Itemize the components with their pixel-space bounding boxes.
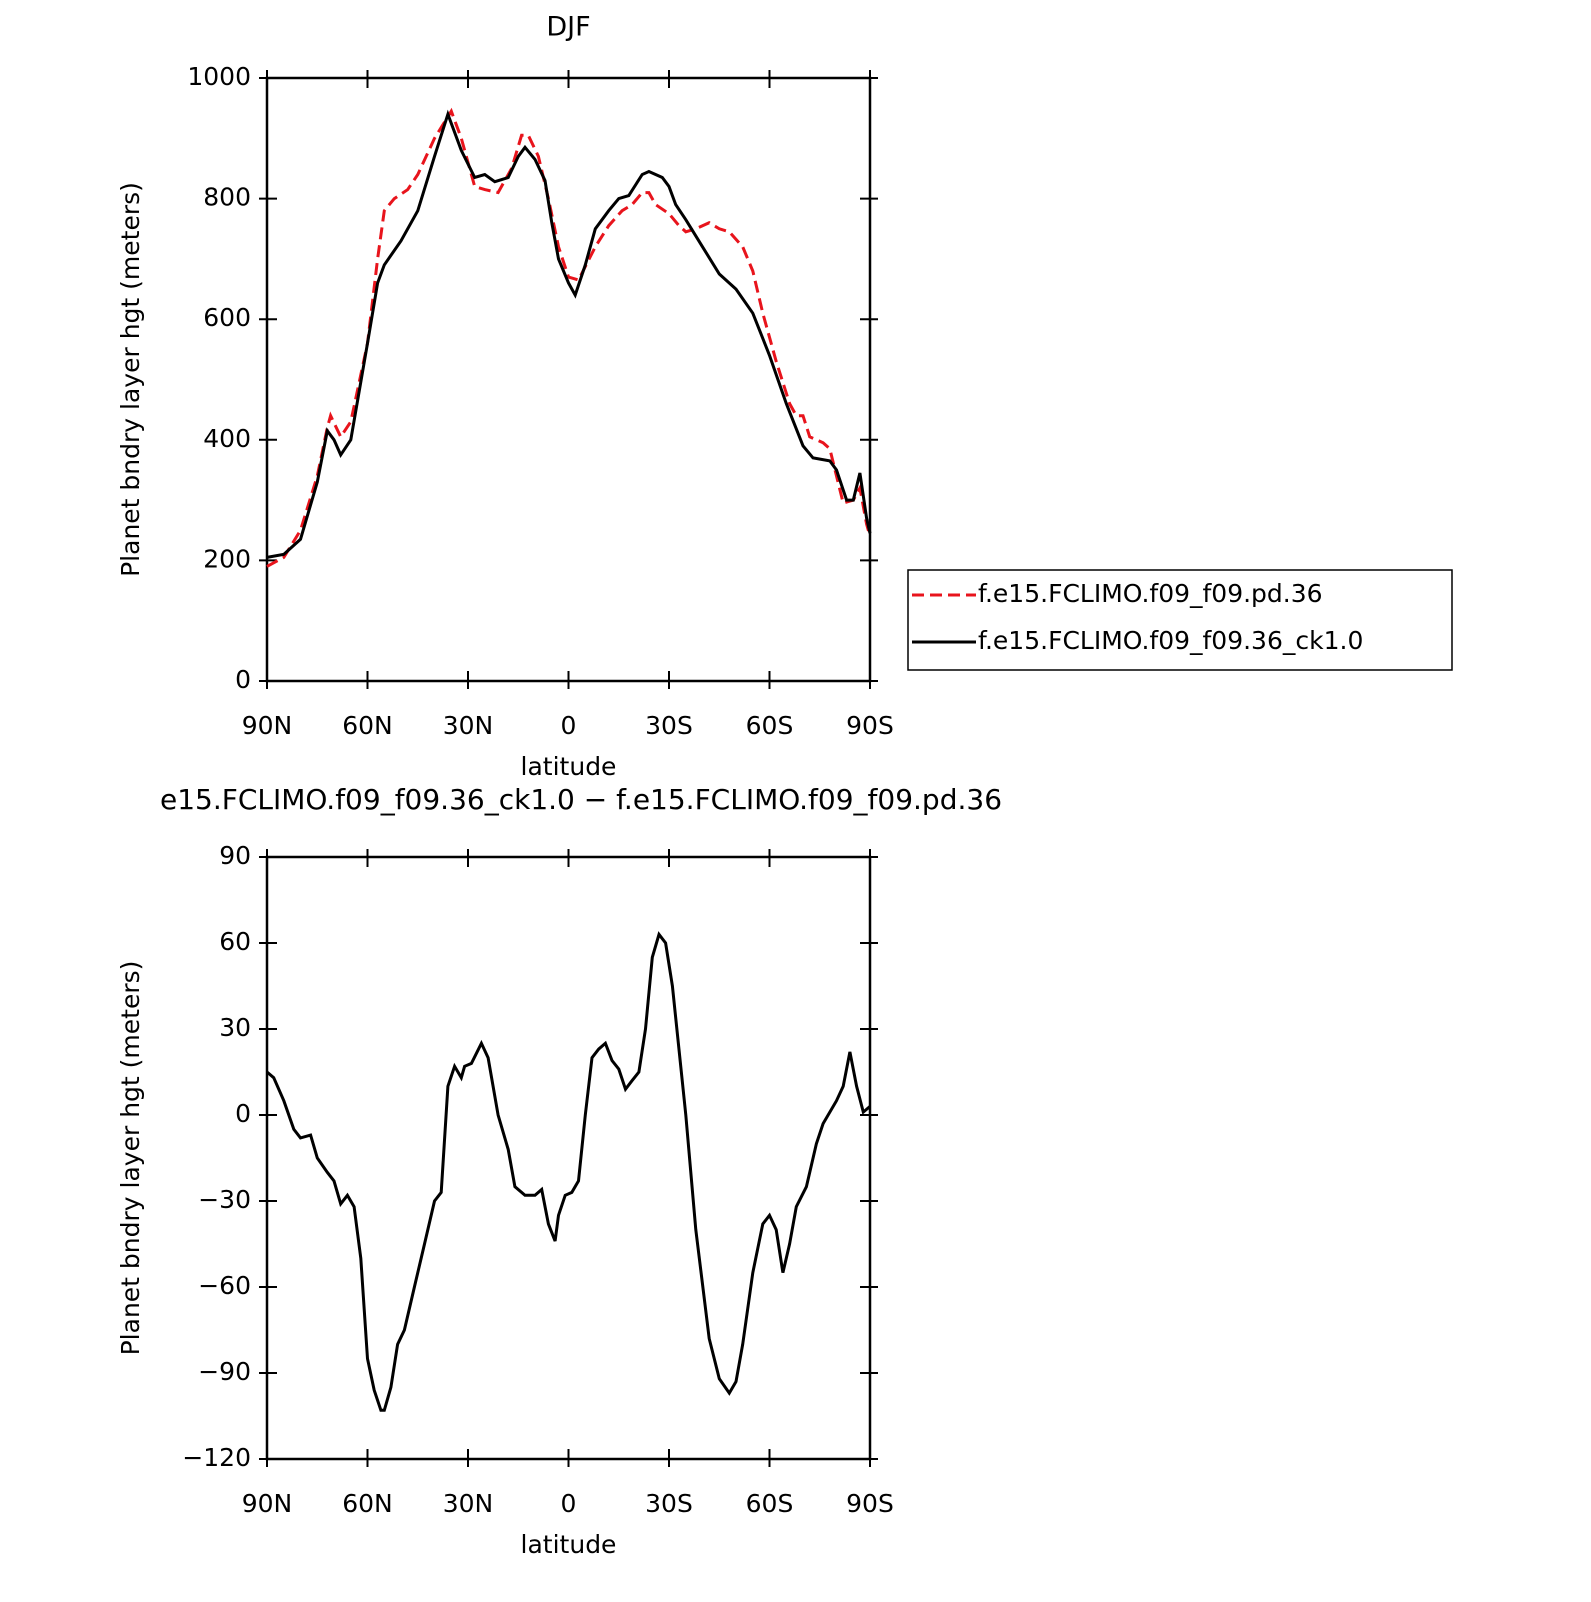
legend-box bbox=[907, 569, 1453, 671]
y-tick-label: 600 bbox=[203, 303, 251, 332]
y-tick-label: 200 bbox=[203, 544, 251, 573]
y-tick-label: −30 bbox=[198, 1185, 251, 1214]
y-tick-label: 0 bbox=[235, 665, 251, 694]
data-line bbox=[266, 931, 871, 1412]
x-tick-label: 30N bbox=[443, 1489, 494, 1518]
x-tick-label: 60N bbox=[342, 1489, 393, 1518]
x-tick-label: 90S bbox=[846, 711, 894, 740]
y-tick-label: 30 bbox=[219, 1013, 251, 1042]
legend-label: f.e15.FCLIMO.f09_f09.pd.36 bbox=[978, 579, 1323, 608]
x-tick-label: 0 bbox=[561, 711, 577, 740]
x-tick-label: 90N bbox=[242, 1489, 293, 1518]
x-tick-label: 90N bbox=[242, 711, 293, 740]
data-line bbox=[266, 109, 872, 559]
x-tick-label: 90S bbox=[846, 1489, 894, 1518]
y-axis-label: Planet bndry layer hgt (meters) bbox=[116, 182, 145, 577]
x-tick-label: 30S bbox=[645, 1489, 693, 1518]
y-tick-label: 90 bbox=[219, 841, 251, 870]
data-line bbox=[266, 107, 872, 568]
y-tick-label: −60 bbox=[198, 1271, 251, 1300]
x-tick-label: 30N bbox=[443, 711, 494, 740]
y-tick-label: 800 bbox=[203, 183, 251, 212]
chart-title: e15.FCLIMO.f09_f09.36_ck1.0 − f.e15.FCLI… bbox=[160, 783, 1002, 816]
x-tick-label: 0 bbox=[561, 1489, 577, 1518]
x-tick-label: 30S bbox=[645, 711, 693, 740]
y-tick-label: −90 bbox=[198, 1357, 251, 1386]
x-tick-label: 60N bbox=[342, 711, 393, 740]
y-tick-label: −120 bbox=[182, 1443, 251, 1472]
chart-title: DJF bbox=[546, 12, 590, 43]
x-axis-label: latitude bbox=[521, 1530, 617, 1559]
y-tick-label: 0 bbox=[235, 1099, 251, 1128]
x-tick-label: 60S bbox=[746, 1489, 794, 1518]
plot-frame bbox=[265, 855, 872, 1461]
y-tick-label: 60 bbox=[219, 927, 251, 956]
y-axis-label: Planet bndry layer hgt (meters) bbox=[116, 961, 145, 1356]
y-tick-label: 400 bbox=[203, 424, 251, 453]
x-tick-label: 60S bbox=[746, 711, 794, 740]
x-axis-label: latitude bbox=[521, 752, 617, 781]
legend-label: f.e15.FCLIMO.f09_f09.36_ck1.0 bbox=[978, 626, 1363, 655]
y-tick-label: 1000 bbox=[187, 62, 251, 91]
plot-frame bbox=[265, 76, 872, 683]
